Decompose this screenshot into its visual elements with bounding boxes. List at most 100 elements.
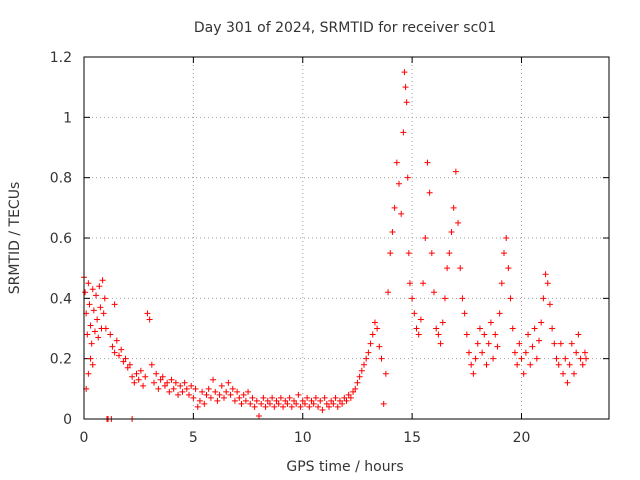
data-point xyxy=(422,235,429,241)
data-point xyxy=(317,397,324,404)
data-point xyxy=(288,403,295,410)
data-point xyxy=(417,316,424,323)
data-point xyxy=(210,376,217,383)
data-point xyxy=(85,370,92,377)
data-point xyxy=(409,295,416,302)
data-point xyxy=(577,355,584,362)
data-point xyxy=(249,394,256,401)
data-point xyxy=(95,334,102,341)
y-tick-label: 1.2 xyxy=(50,50,72,66)
data-point xyxy=(164,379,171,386)
data-point xyxy=(542,271,549,278)
data-point xyxy=(161,382,168,389)
data-point xyxy=(560,370,567,377)
data-point xyxy=(109,343,116,350)
data-point xyxy=(439,319,446,326)
data-point xyxy=(111,301,118,308)
data-point xyxy=(89,361,96,368)
data-point xyxy=(88,340,95,347)
data-point xyxy=(107,331,114,338)
data-point xyxy=(393,159,400,166)
data-point xyxy=(481,331,488,338)
data-point xyxy=(472,355,479,362)
data-point xyxy=(457,265,464,272)
data-point xyxy=(291,397,297,404)
data-point xyxy=(297,403,304,410)
data-point xyxy=(201,400,208,407)
grid xyxy=(84,57,609,419)
data-point xyxy=(356,373,363,380)
data-point xyxy=(148,361,155,368)
data-point xyxy=(194,403,201,410)
data-point xyxy=(494,343,501,350)
plot-frame xyxy=(83,56,610,420)
data-point xyxy=(455,219,462,226)
data-point xyxy=(483,361,490,368)
data-point xyxy=(485,340,492,347)
data-point xyxy=(269,394,276,401)
data-point xyxy=(382,370,389,377)
data-point xyxy=(380,400,387,407)
data-point xyxy=(470,370,477,377)
data-point xyxy=(446,250,453,257)
data-point xyxy=(207,394,214,401)
data-point xyxy=(583,355,590,362)
data-point xyxy=(413,325,420,332)
y-tick-label: 0 xyxy=(63,412,72,428)
data-point xyxy=(525,331,532,338)
data-point xyxy=(304,394,311,401)
data-point xyxy=(142,373,149,380)
data-point xyxy=(516,340,523,347)
data-point xyxy=(190,394,197,401)
data-point xyxy=(347,394,354,401)
data-point xyxy=(275,400,282,407)
data-point xyxy=(363,355,370,362)
data-point xyxy=(533,355,540,362)
data-point xyxy=(461,310,468,317)
data-point xyxy=(96,283,103,290)
data-point xyxy=(509,325,516,332)
data-point xyxy=(501,250,507,257)
data-point xyxy=(431,289,437,296)
x-tick-label: 0 xyxy=(80,430,89,446)
data-point xyxy=(406,280,413,287)
data-point xyxy=(186,391,192,398)
data-point xyxy=(212,388,219,395)
data-point xyxy=(84,331,91,338)
data-point xyxy=(376,343,383,350)
data-point xyxy=(551,340,558,347)
data-point xyxy=(223,388,230,395)
data-point xyxy=(476,325,483,332)
data-point xyxy=(124,364,131,371)
data-point xyxy=(568,340,575,347)
data-point xyxy=(177,382,184,389)
data-point xyxy=(301,400,308,407)
data-point xyxy=(90,307,97,314)
data-point xyxy=(131,379,138,386)
data-point xyxy=(153,370,160,377)
data-point xyxy=(507,295,514,302)
data-point xyxy=(310,400,317,407)
data-point xyxy=(520,370,527,377)
data-point xyxy=(371,319,378,326)
data-point xyxy=(236,394,243,401)
data-point xyxy=(518,355,525,362)
data-point xyxy=(271,403,278,410)
data-point xyxy=(225,379,232,386)
data-point xyxy=(266,400,273,407)
data-point xyxy=(111,349,118,356)
data-point xyxy=(168,376,175,383)
data-point xyxy=(444,265,451,272)
data-point xyxy=(157,376,164,383)
data-point xyxy=(546,301,553,308)
data-point xyxy=(573,349,580,356)
data-point xyxy=(284,400,291,407)
data-point xyxy=(170,385,177,392)
data-point xyxy=(87,355,94,362)
data-point xyxy=(101,295,108,302)
data-point xyxy=(437,340,444,347)
data-point xyxy=(581,349,588,356)
data-point xyxy=(579,361,586,368)
y-tick-label: 0.6 xyxy=(50,231,72,247)
